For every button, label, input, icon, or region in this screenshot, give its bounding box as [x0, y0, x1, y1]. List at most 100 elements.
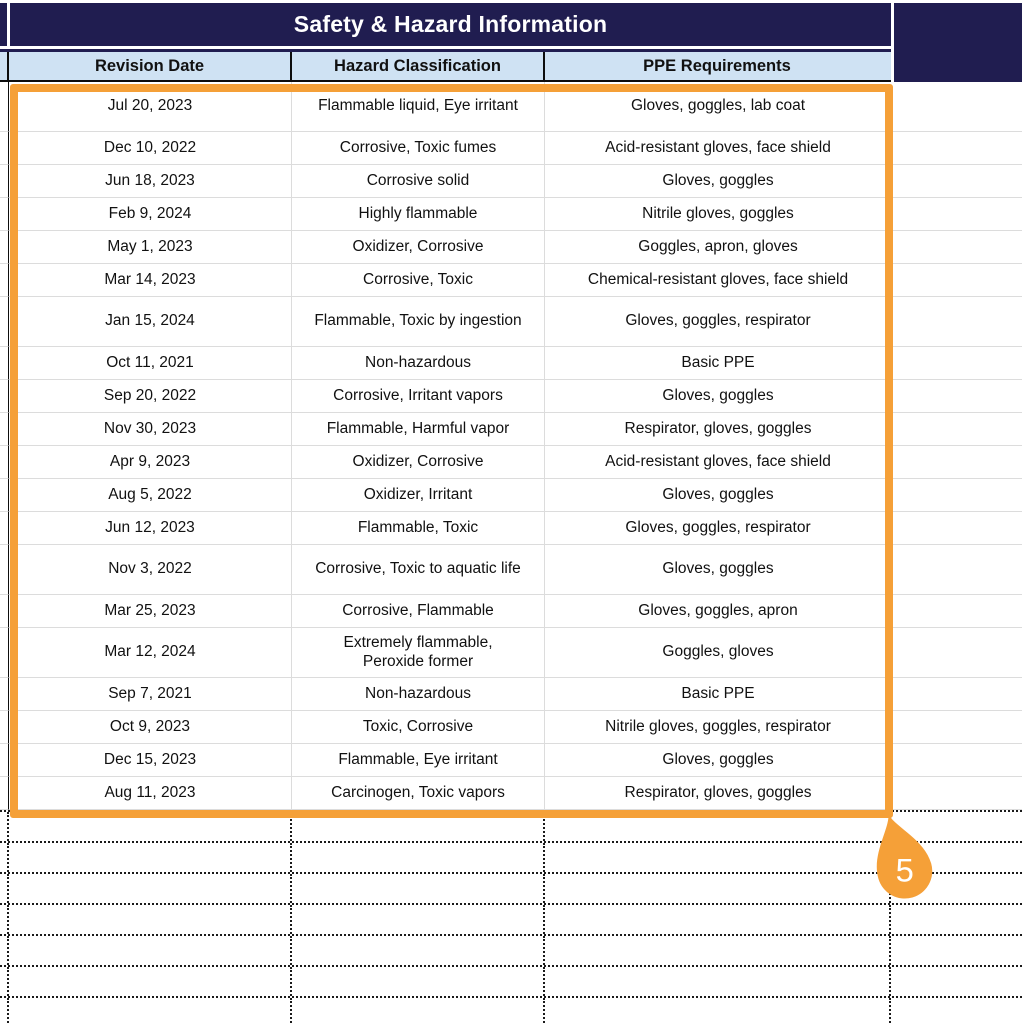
empty-cell[interactable]: [9, 998, 292, 1024]
cell-hazard-classification[interactable]: Carcinogen, Toxic vapors: [292, 777, 545, 810]
cell-revision-date[interactable]: Oct 9, 2023: [9, 711, 292, 744]
step-marker[interactable]: 5: [855, 803, 946, 911]
cell-hazard-classification[interactable]: Corrosive, Irritant vapors: [292, 380, 545, 413]
cell-hazard-classification[interactable]: Flammable, Toxic by ingestion: [292, 297, 545, 347]
cell-hazard-classification[interactable]: Corrosive solid: [292, 165, 545, 198]
cell-revision-date[interactable]: Dec 15, 2023: [9, 744, 292, 777]
cell-ppe-requirements[interactable]: Gloves, goggles: [545, 545, 891, 595]
cell-ppe-requirements[interactable]: Respirator, gloves, goggles: [545, 777, 891, 810]
cell-revision-date[interactable]: Dec 10, 2022: [9, 132, 292, 165]
cell-empty-right[interactable]: [891, 82, 1022, 132]
cell-revision-date[interactable]: Apr 9, 2023: [9, 446, 292, 479]
cell-ppe-requirements[interactable]: Acid-resistant gloves, face shield: [545, 446, 891, 479]
cell-revision-date[interactable]: Aug 5, 2022: [9, 479, 292, 512]
empty-cell[interactable]: [292, 812, 545, 841]
cell-empty-right[interactable]: [891, 264, 1022, 297]
cell-revision-date[interactable]: Oct 11, 2021: [9, 347, 292, 380]
cell-hazard-classification[interactable]: Corrosive, Toxic: [292, 264, 545, 297]
cell-revision-date[interactable]: Jun 18, 2023: [9, 165, 292, 198]
cell-empty-right[interactable]: [891, 231, 1022, 264]
empty-cell[interactable]: [9, 843, 292, 872]
cell-hazard-classification[interactable]: Corrosive, Toxic to aquatic life: [292, 545, 545, 595]
cell-ppe-requirements[interactable]: Goggles, gloves: [545, 628, 891, 678]
cell-revision-date[interactable]: Jul 20, 2023: [9, 82, 292, 132]
empty-cell[interactable]: [292, 843, 545, 872]
empty-cell[interactable]: [891, 936, 1022, 965]
cell-hazard-classification[interactable]: Toxic, Corrosive: [292, 711, 545, 744]
cell-empty-right[interactable]: [891, 512, 1022, 545]
cell-ppe-requirements[interactable]: Chemical-resistant gloves, face shield: [545, 264, 891, 297]
cell-empty-right[interactable]: [891, 132, 1022, 165]
empty-cell[interactable]: [292, 998, 545, 1024]
column-header-revision-date[interactable]: Revision Date: [9, 52, 292, 80]
empty-cell[interactable]: [292, 874, 545, 903]
column-header-hazard-classification[interactable]: Hazard Classification: [292, 52, 545, 80]
cell-revision-date[interactable]: Mar 25, 2023: [9, 595, 292, 628]
cell-empty-right[interactable]: [891, 380, 1022, 413]
cell-revision-date[interactable]: Jun 12, 2023: [9, 512, 292, 545]
cell-revision-date[interactable]: Sep 7, 2021: [9, 678, 292, 711]
cell-hazard-classification[interactable]: Corrosive, Flammable: [292, 595, 545, 628]
cell-hazard-classification[interactable]: Oxidizer, Irritant: [292, 479, 545, 512]
cell-hazard-classification[interactable]: Corrosive, Toxic fumes: [292, 132, 545, 165]
cell-hazard-classification[interactable]: Highly flammable: [292, 198, 545, 231]
cell-revision-date[interactable]: Nov 30, 2023: [9, 413, 292, 446]
cell-empty-right[interactable]: [891, 165, 1022, 198]
cell-hazard-classification[interactable]: Flammable, Harmful vapor: [292, 413, 545, 446]
empty-cell[interactable]: [292, 905, 545, 934]
empty-cell[interactable]: [9, 812, 292, 841]
cell-empty-right[interactable]: [891, 595, 1022, 628]
cell-ppe-requirements[interactable]: Gloves, goggles, apron: [545, 595, 891, 628]
cell-empty-right[interactable]: [891, 297, 1022, 347]
cell-empty-right[interactable]: [891, 347, 1022, 380]
cell-ppe-requirements[interactable]: Acid-resistant gloves, face shield: [545, 132, 891, 165]
cell-ppe-requirements[interactable]: Gloves, goggles, respirator: [545, 297, 891, 347]
empty-cell[interactable]: [545, 843, 891, 872]
cell-hazard-classification[interactable]: Oxidizer, Corrosive: [292, 231, 545, 264]
empty-cell[interactable]: [891, 905, 1022, 934]
empty-cell[interactable]: [9, 967, 292, 996]
cell-ppe-requirements[interactable]: Respirator, gloves, goggles: [545, 413, 891, 446]
empty-cell[interactable]: [545, 936, 891, 965]
cell-ppe-requirements[interactable]: Gloves, goggles, lab coat: [545, 82, 891, 132]
cell-empty-right[interactable]: [891, 479, 1022, 512]
cell-revision-date[interactable]: Aug 11, 2023: [9, 777, 292, 810]
cell-hazard-classification[interactable]: Flammable, Toxic: [292, 512, 545, 545]
cell-ppe-requirements[interactable]: Nitrile gloves, goggles: [545, 198, 891, 231]
cell-hazard-classification[interactable]: Non-hazardous: [292, 347, 545, 380]
cell-empty-right[interactable]: [891, 446, 1022, 479]
cell-revision-date[interactable]: Feb 9, 2024: [9, 198, 292, 231]
cell-empty-right[interactable]: [891, 545, 1022, 595]
empty-cell[interactable]: [545, 998, 891, 1024]
column-header-ppe-requirements[interactable]: PPE Requirements: [545, 52, 889, 80]
empty-cell[interactable]: [545, 967, 891, 996]
empty-cell[interactable]: [292, 967, 545, 996]
cell-hazard-classification[interactable]: Extremely flammable, Peroxide former: [292, 628, 545, 678]
empty-cell[interactable]: [891, 998, 1022, 1024]
cell-revision-date[interactable]: Nov 3, 2022: [9, 545, 292, 595]
cell-ppe-requirements[interactable]: Gloves, goggles: [545, 744, 891, 777]
cell-revision-date[interactable]: Mar 14, 2023: [9, 264, 292, 297]
cell-ppe-requirements[interactable]: Basic PPE: [545, 347, 891, 380]
sheet-title-cell[interactable]: Safety & Hazard Information: [10, 3, 891, 46]
cell-ppe-requirements[interactable]: Nitrile gloves, goggles, respirator: [545, 711, 891, 744]
cell-empty-right[interactable]: [891, 198, 1022, 231]
cell-hazard-classification[interactable]: Flammable liquid, Eye irritant: [292, 82, 545, 132]
cell-hazard-classification[interactable]: Non-hazardous: [292, 678, 545, 711]
cell-empty-right[interactable]: [891, 678, 1022, 711]
cell-revision-date[interactable]: Mar 12, 2024: [9, 628, 292, 678]
cell-hazard-classification[interactable]: Oxidizer, Corrosive: [292, 446, 545, 479]
cell-revision-date[interactable]: May 1, 2023: [9, 231, 292, 264]
empty-cell[interactable]: [891, 967, 1022, 996]
cell-empty-right[interactable]: [891, 744, 1022, 777]
empty-cell[interactable]: [545, 812, 891, 841]
empty-cell[interactable]: [9, 905, 292, 934]
cell-empty-right[interactable]: [891, 777, 1022, 810]
empty-cell[interactable]: [9, 874, 292, 903]
empty-cell[interactable]: [292, 936, 545, 965]
empty-cell[interactable]: [545, 874, 891, 903]
cell-revision-date[interactable]: Sep 20, 2022: [9, 380, 292, 413]
cell-empty-right[interactable]: [891, 711, 1022, 744]
cell-hazard-classification[interactable]: Flammable, Eye irritant: [292, 744, 545, 777]
cell-empty-right[interactable]: [891, 413, 1022, 446]
